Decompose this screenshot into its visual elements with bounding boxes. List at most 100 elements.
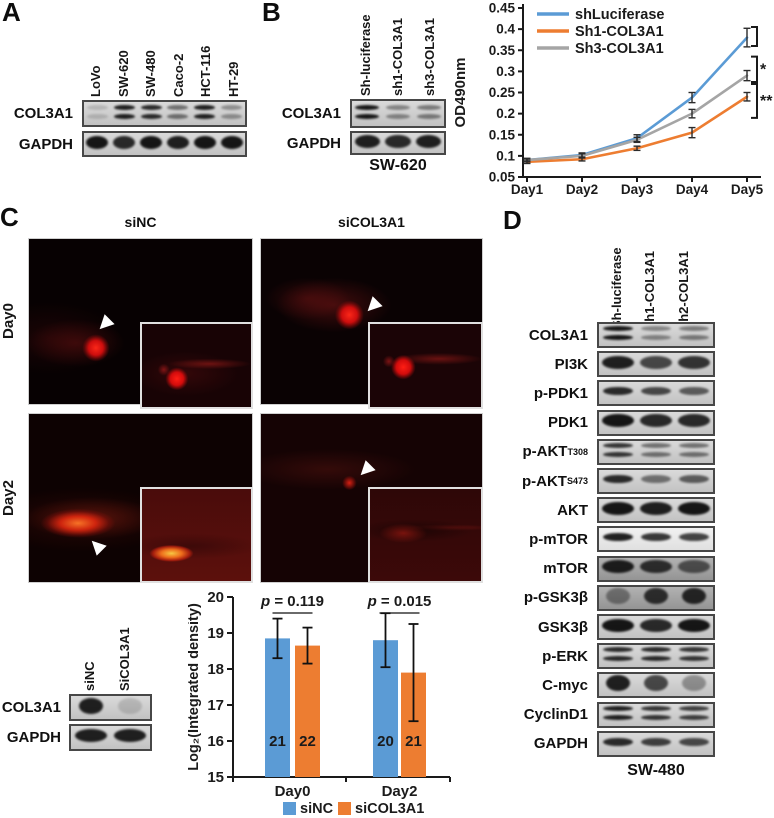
blot-band [679,326,709,331]
blot-row-label: p-mTOR [529,530,588,548]
blot-band [86,104,108,110]
x-tick-label: Day2 [566,182,598,197]
blot-band [194,113,216,119]
panel-c-header-sicol3a1: siCOL3A1 [338,214,405,230]
legend-label: Sh3-COL3A1 [575,41,664,57]
lane-label: SiCOL3A1 [117,627,132,691]
error-bar [743,91,751,102]
blot-row-label: GAPDH [533,735,588,753]
blot-band [679,335,709,340]
panel-a-label: A [2,0,21,27]
error-bar [408,623,419,723]
blot-band [602,501,634,515]
blot-box [597,438,715,465]
blot-band [641,475,671,483]
legend-label: Sh1-COL3A1 [575,24,664,40]
blot-row-label: COL3A1 [528,326,588,344]
blot-row-label: p-ERK [542,647,588,665]
blot-band [603,442,633,448]
blot-row-label: GAPDH [6,729,61,746]
significance-label: ** [760,93,773,110]
blot-row-label: GSK3β [537,618,588,636]
blot-band [678,355,710,369]
error-bar [688,108,696,119]
blot-box [82,100,247,127]
bar-count: 20 [377,733,394,750]
blot-row-label: COL3A1 [1,699,61,716]
blot-band [679,533,709,542]
blot-band [641,737,671,746]
blot-band [679,714,709,720]
blot-band [140,104,162,110]
y-tick-label: 17 [207,697,224,714]
blot-band [603,705,633,711]
panel-d-cell-line: SW-480 [627,762,685,779]
blot-band [678,501,710,515]
blot-band [606,587,630,604]
error-bar [688,126,696,139]
blot-box [597,614,715,640]
blot-box [597,497,715,524]
y-axis-title: OD490nm [455,57,469,127]
blot-band [640,618,672,632]
y-tick-label: 0.1 [496,148,515,163]
lane-label: sh3-COL3A1 [422,17,437,96]
blot-band [114,729,147,742]
blot-row-label: COL3A1 [13,105,73,122]
y-tick-label: 0.3 [496,64,515,79]
fluorescence-image-day0-sinc [28,238,253,405]
blot-band [113,104,135,110]
panel-d-label: D [503,205,522,235]
blot-row-label: PDK1 [547,414,588,432]
y-tick-label: 18 [207,661,224,678]
lane-label: sh2-COL3A1 [676,250,691,329]
p-value: p = 0.015 [367,593,432,610]
error-bar [633,145,641,152]
panel-c-header-sinc: siNC [124,214,157,230]
blot-box [597,380,715,407]
blot-band [603,647,633,653]
blot-band [194,104,216,110]
inset-image-day2-sinc [140,487,253,583]
blot-band [603,656,633,662]
y-tick-label: 0.15 [489,127,516,142]
blot-band [602,618,634,632]
blot-band [603,387,633,396]
blot-band [113,135,136,149]
blot-band [355,113,380,119]
blot-row-label: p-GSK3β [523,589,588,607]
blot-band [641,335,671,340]
blot-box [597,526,715,553]
blot-band [385,134,411,148]
x-category-label: Day0 [275,783,311,800]
panel-b-label: B [262,0,281,27]
blot-band [679,475,709,483]
blot-row-label: p-AKT T308 [522,443,588,461]
y-tick-label: 0.35 [489,43,516,58]
blot-band [603,451,633,457]
y-tick-label: 19 [207,625,224,642]
y-tick-label: 0.45 [489,1,516,16]
blot-band [641,533,671,542]
blot-box [350,131,446,155]
blot-band [641,656,671,662]
panel-c-rowlabel-day0: Day0 [0,303,17,339]
panel-b-cell-line: SW-620 [369,157,427,174]
blot-box [597,322,715,348]
blot-band [113,113,135,119]
inset-image-day0-sinc [140,322,253,409]
error-bar [302,626,313,665]
blot-band [354,134,380,148]
error-bar [523,157,531,163]
blot-band [640,414,672,428]
blot-box [597,351,715,378]
blot-band [602,414,634,428]
lane-label: siNC [82,661,97,691]
blot-band [140,113,162,119]
y-tick-label: 15 [207,769,224,786]
blot-row-label: AKT [557,501,588,519]
blot-box [597,409,715,436]
error-bar [272,617,283,660]
bar-count: 22 [299,733,316,750]
